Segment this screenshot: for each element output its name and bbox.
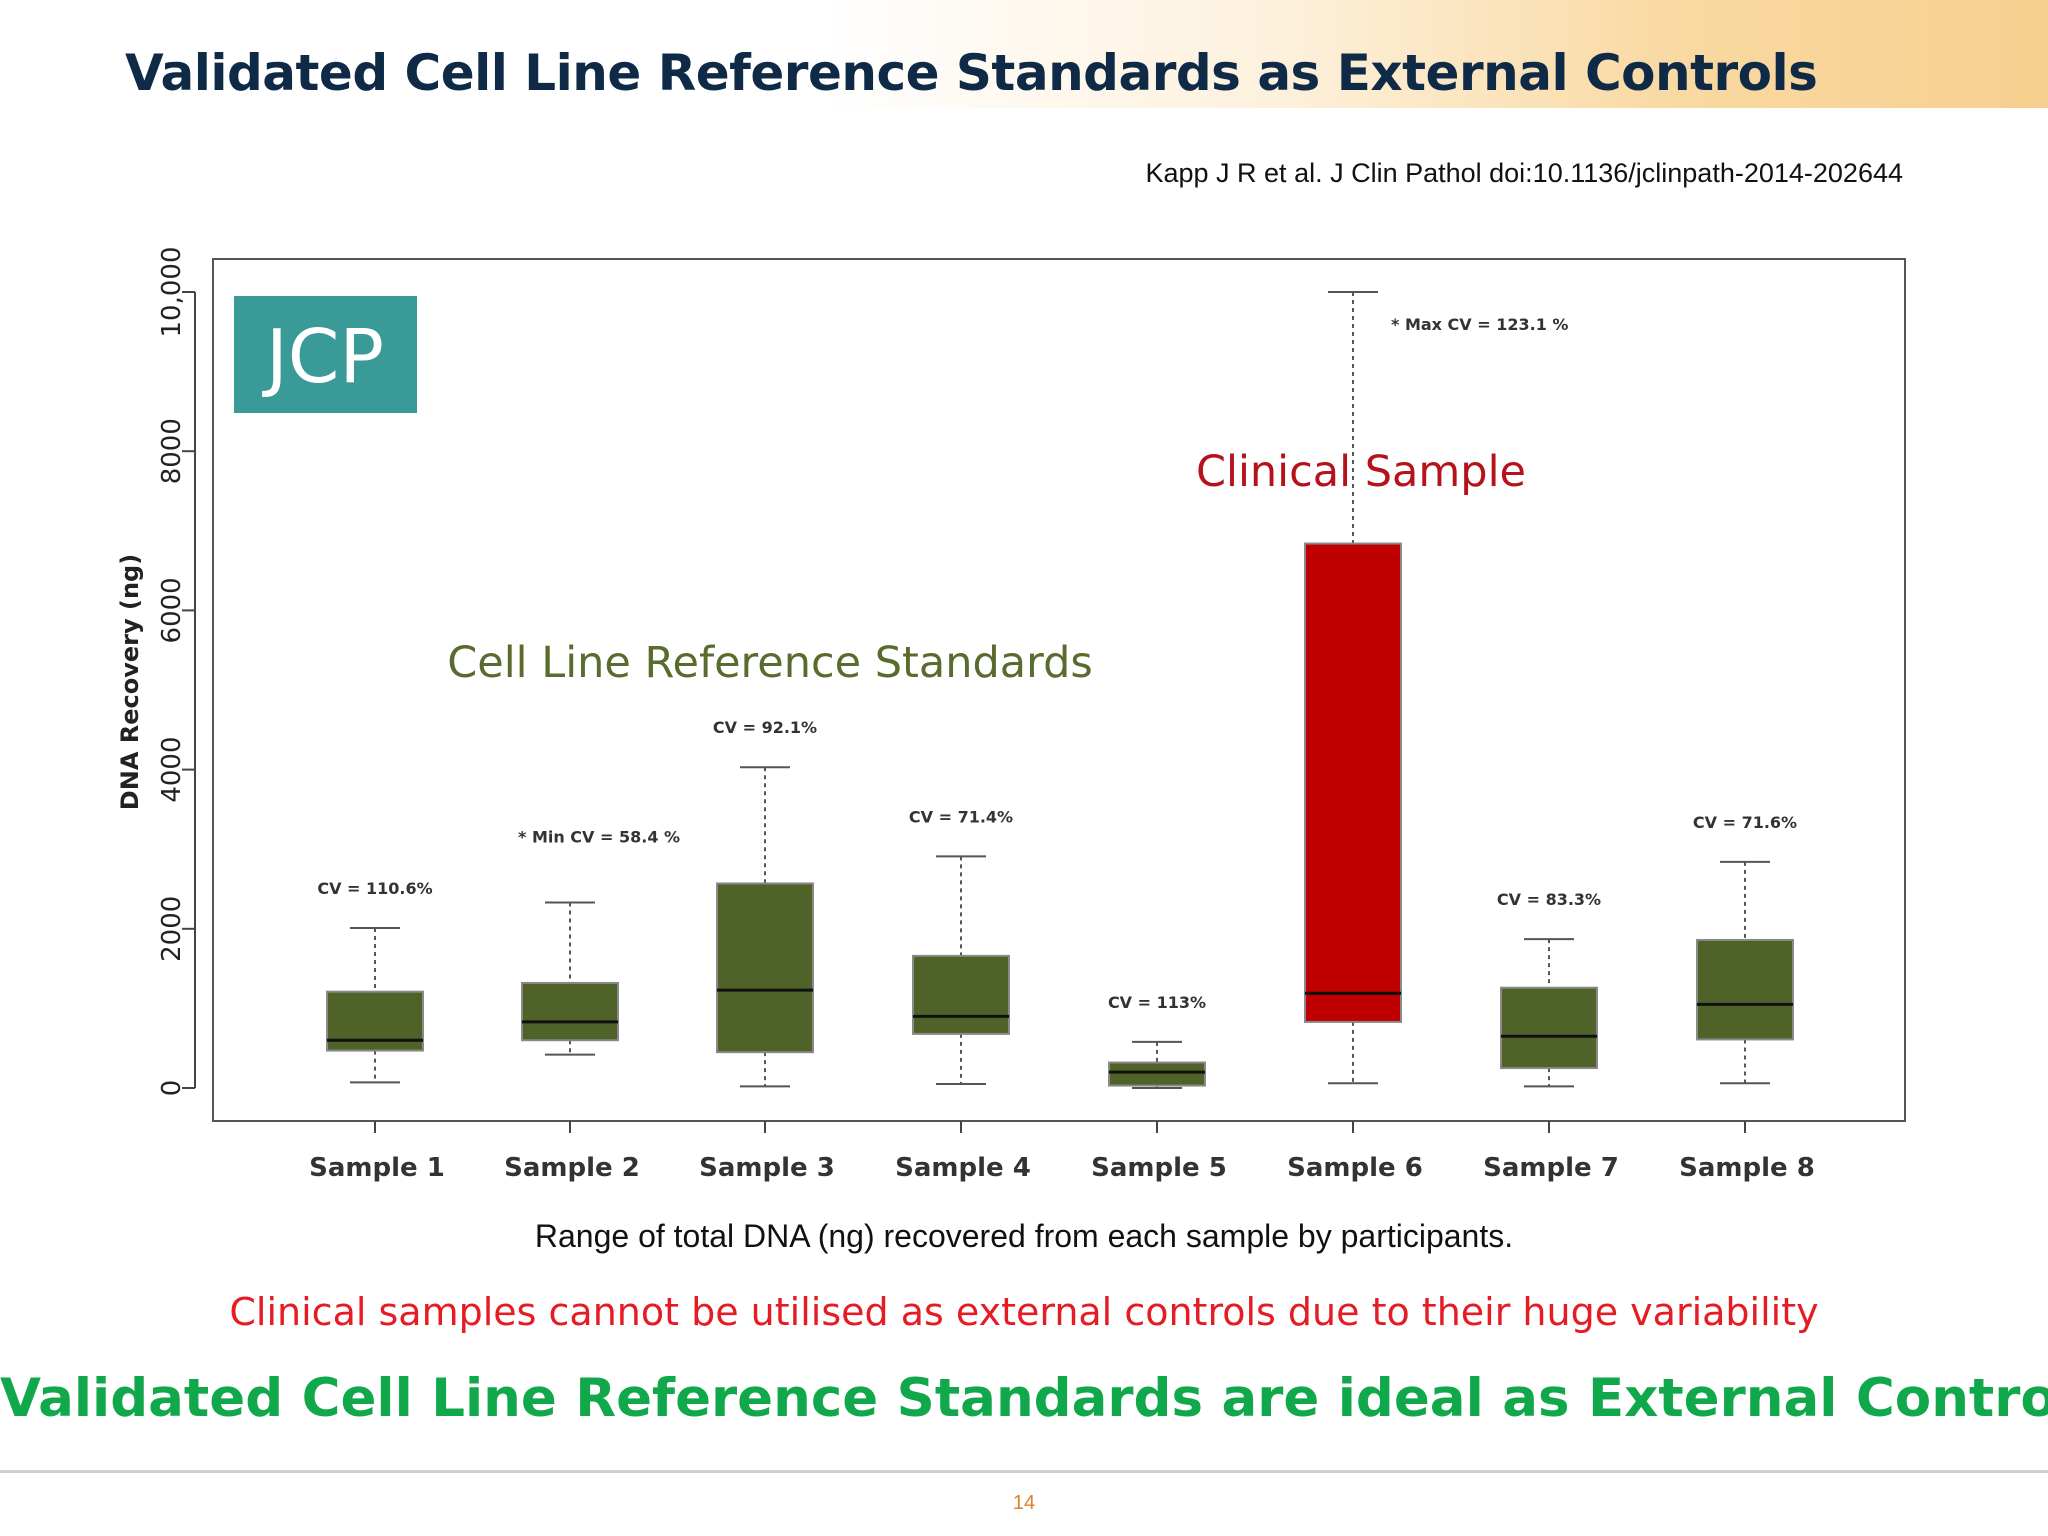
page-number: 14 [1012, 1492, 1036, 1514]
chart-caption: Range of total DNA (ng) recovered from e… [534, 1218, 1514, 1254]
y-tick-label: 4000 [157, 737, 187, 803]
box-sample-3: CV = 92.1% [713, 718, 817, 1088]
y-tick-label: 0 [157, 1080, 187, 1097]
box-sample-6: * Max CV = 123.1 % [1304, 291, 1568, 1085]
box-iqr [1500, 986, 1598, 1070]
cv-label: CV = 83.3% [1497, 890, 1601, 909]
x-tick-label: Sample 8 [1679, 1153, 1815, 1183]
box-iqr [1304, 542, 1402, 1023]
box-iqr [716, 882, 814, 1054]
x-tick-label: Sample 7 [1483, 1153, 1619, 1183]
cv-label: CV = 113% [1108, 993, 1206, 1012]
statement-reference-standards: Validated Cell Line Reference Standards … [0, 1368, 2048, 1429]
y-tick-label: 8000 [157, 418, 187, 484]
annotation-cell-line-standards: Cell Line Reference Standards [447, 638, 1093, 688]
cv-label: CV = 71.6% [1693, 813, 1797, 832]
statement-clinical-variability: Clinical samples cannot be utilised as e… [229, 1290, 1819, 1334]
cv-label: CV = 92.1% [713, 718, 817, 737]
y-tick-label: 2000 [157, 896, 187, 962]
box-sample-7: CV = 83.3% [1497, 890, 1601, 1088]
x-tick-label: Sample 4 [895, 1153, 1031, 1183]
journal-logo-background [234, 296, 417, 413]
y-axis-label: DNA Recovery (ng) [116, 554, 144, 810]
y-tick-label: 10,000 [157, 247, 187, 338]
citation: Kapp J R et al. J Clin Pathol doi:10.113… [1145, 158, 1903, 188]
journal-logo-text: JCP [262, 314, 384, 400]
box-sample-8: CV = 71.6% [1693, 813, 1797, 1085]
box-sample-1: CV = 110.6% [317, 879, 433, 1084]
x-tick-label: Sample 5 [1091, 1153, 1227, 1183]
box-iqr [521, 981, 619, 1042]
y-axis: 0 2000 4000 6000 8000 10,000 [157, 247, 196, 1097]
title-background-band [0, 0, 2048, 108]
y-tick-label: 6000 [157, 577, 187, 643]
box-iqr [326, 990, 424, 1052]
cv-label: CV = 110.6% [317, 879, 432, 898]
plot-frame [212, 258, 1906, 1122]
slide-title: Validated Cell Line Reference Standards … [125, 44, 1818, 102]
x-tick-label: Sample 3 [699, 1153, 835, 1183]
box-iqr [1696, 938, 1794, 1041]
box-series: CV = 110.6% * Min CV = 58.4 % CV = 92.1% CV… [317, 291, 1797, 1089]
journal-logo: JCP [234, 296, 417, 413]
box-sample-5: CV = 113% [1108, 993, 1206, 1089]
cv-label: * Max CV = 123.1 % [1391, 315, 1568, 334]
x-axis: Sample 1 Sample 2 Sample 3 Sample 4 Sample 5… [309, 1121, 1815, 1183]
box-iqr [912, 954, 1010, 1035]
x-tick-label: Sample 2 [504, 1153, 640, 1183]
cv-label: * Min CV = 58.4 % [518, 828, 680, 847]
x-tick-label: Sample 6 [1287, 1153, 1423, 1183]
box-sample-2: * Min CV = 58.4 % [518, 828, 680, 1056]
annotation-clinical-sample: Clinical Sample [1196, 447, 1526, 497]
x-tick-label: Sample 1 [309, 1153, 445, 1183]
footer-divider [0, 1470, 2048, 1473]
box-sample-4: CV = 71.4% [909, 807, 1013, 1086]
cv-label: CV = 71.4% [909, 807, 1013, 826]
box-iqr [1108, 1061, 1206, 1087]
